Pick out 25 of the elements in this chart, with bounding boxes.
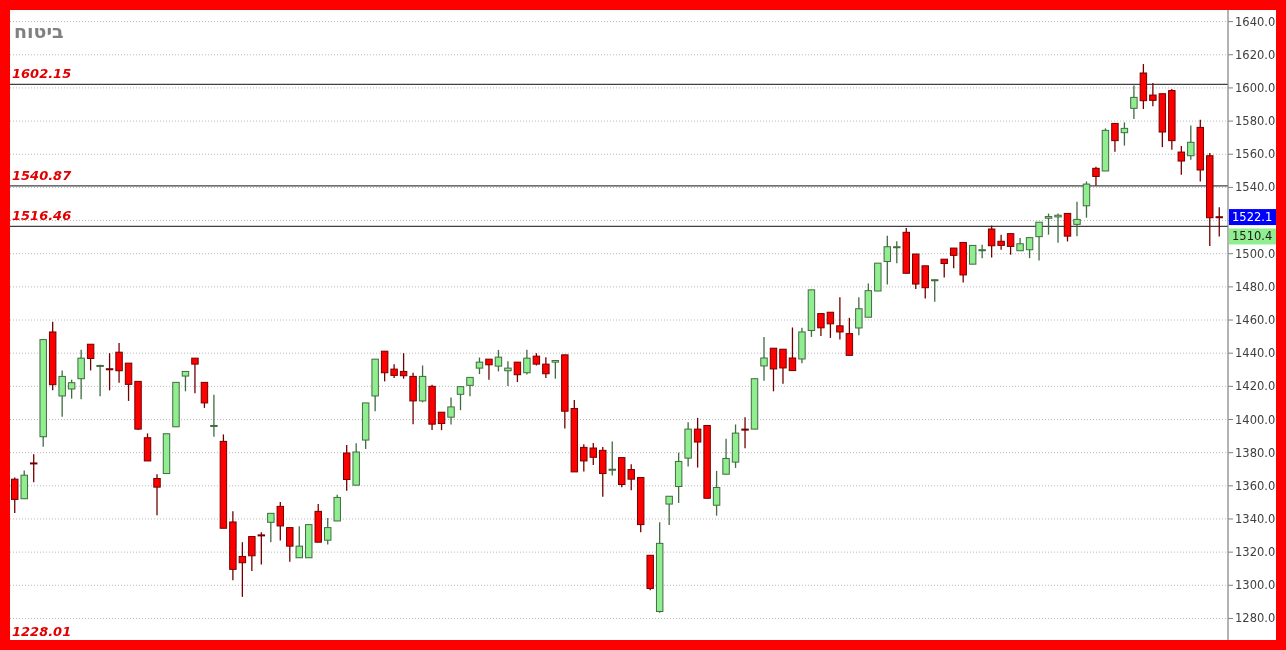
- y-tick-label: 1480.0: [1235, 279, 1276, 294]
- y-tick-label: 1620.0: [1235, 47, 1276, 62]
- y-tick-label: 1460.0: [1235, 313, 1276, 328]
- y-tick-label: 1580.0: [1235, 114, 1276, 129]
- y-tick-label: 1380.0: [1235, 445, 1276, 460]
- y-tick-label: 1420.0: [1235, 379, 1276, 394]
- ref-line-label: 1602.15: [12, 66, 72, 82]
- y-tick-label: 1600.0: [1235, 80, 1276, 95]
- text: 1510.4: [1232, 229, 1273, 244]
- y-tick-label: 1400.0: [1235, 412, 1276, 427]
- y-tick-label: 1440.0: [1235, 346, 1276, 361]
- annotation: 1228.01: [12, 624, 72, 639]
- y-tick-label: 1360.0: [1235, 478, 1276, 493]
- y-tick-label: 1280.0: [1235, 611, 1276, 626]
- y-tick-label: 1560.0: [1235, 147, 1276, 162]
- y-tick-label: 1340.0: [1235, 511, 1276, 526]
- ref-line-label: 1516.46: [12, 208, 72, 224]
- text: 1522.1: [1232, 210, 1273, 225]
- y-tick-label: 1540.0: [1235, 180, 1276, 195]
- y-tick-label: 1320.0: [1235, 545, 1276, 560]
- ref-line-label: 1540.87: [12, 167, 73, 183]
- y-tick-label: 1640.0: [1235, 14, 1276, 29]
- text: ביטוח: [14, 20, 64, 42]
- y-tick-label: 1500.0: [1235, 246, 1276, 261]
- y-tick-label: 1300.0: [1235, 578, 1276, 593]
